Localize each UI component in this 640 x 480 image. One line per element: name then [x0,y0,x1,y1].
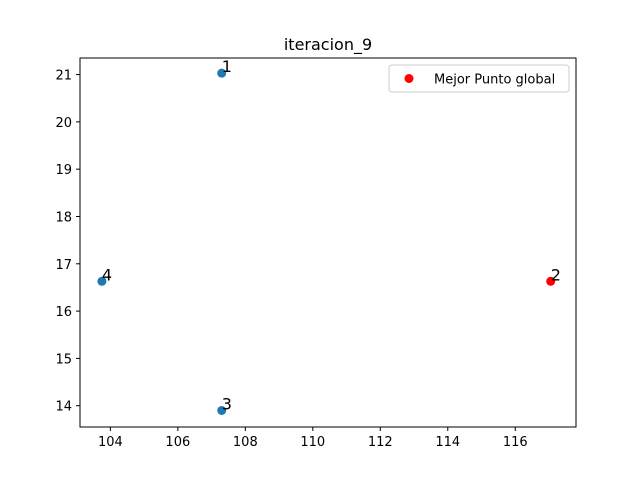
data-points: 1 2 3 4 [97,57,561,415]
point-label-4: 4 [102,265,112,284]
legend-box [388,64,570,93]
y-tick-label: 19 [55,163,72,178]
x-tick-label: 114 [435,435,460,450]
y-tick-label: 20 [55,116,72,131]
y-tick-label: 16 [55,305,72,320]
x-tick-label: 110 [300,435,325,450]
point-label-2: 2 [551,265,561,284]
x-tick-label: 116 [503,435,528,450]
x-tick-label: 106 [165,435,190,450]
x-tick-label: 108 [233,435,258,450]
data-point-2 [546,276,556,286]
x-tick-label: 104 [98,435,123,450]
point-label-1: 1 [222,57,232,76]
legend: Mejor Punto global [388,64,570,93]
data-point-1 [217,68,227,78]
point-label-3: 3 [222,394,232,413]
y-tick-label: 14 [55,400,72,415]
x-tick-label: 112 [368,435,393,450]
legend-label: Mejor Punto global [434,73,555,88]
legend-marker [404,74,414,83]
chart-title: iteracion_9 [284,35,372,55]
y-tick-label: 17 [55,258,72,273]
y-tick-label: 15 [55,352,72,367]
plot-frame [79,57,577,428]
data-point-4 [97,276,107,286]
data-point-3 [217,405,227,415]
y-tick-label: 18 [55,210,72,225]
y-tick-label: 21 [55,69,72,84]
